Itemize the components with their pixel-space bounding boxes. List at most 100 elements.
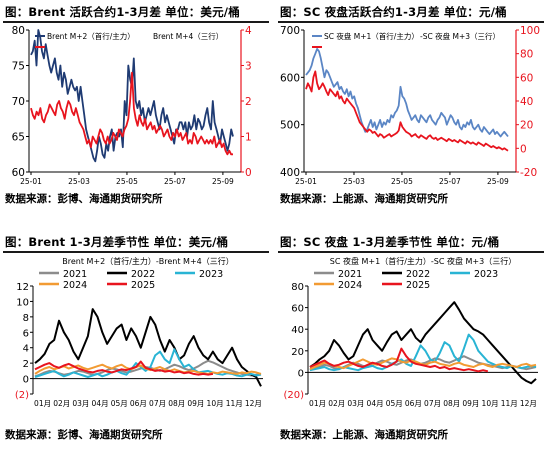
x-tick-label: 02月 — [53, 399, 70, 408]
x-tick-label: 12月 — [520, 399, 537, 408]
y-tick-label: 700 — [280, 25, 300, 37]
legend-label: Brent M+2（首行/主力） — [47, 31, 135, 41]
legend-label: 2024 — [63, 280, 87, 291]
x-tick-label: 06月 — [405, 399, 422, 408]
data-source: 数据来源：彭博、海通期货研究所 — [5, 429, 163, 441]
x-tick-label: 02月 — [328, 399, 345, 408]
y2-tick-label: 2 — [245, 96, 252, 108]
y2-tick-label: 60 — [520, 72, 533, 84]
series-line — [309, 301, 537, 385]
x-tick-label: 25-07 — [164, 177, 186, 186]
title-divider — [278, 251, 544, 253]
y-tick-label: 70 — [12, 96, 25, 108]
x-tick-label: 08月 — [443, 399, 460, 408]
x-tick-label: 05月 — [111, 399, 128, 408]
chart-title: 图：Brent 活跃合约1-3月差 单位：美元/桶 — [5, 5, 240, 19]
x-tick-label: 05月 — [386, 399, 403, 408]
chart-sc-spread: 400 500 600 700 -20 0 20 40 60 80 100 25-01 25-03 25-… — [280, 25, 540, 186]
chart-brent-seasonal: Brent M+2（首行/主力）-Brent M+4（三行）2021 2022 20… — [15, 256, 263, 408]
y2-tick-label: 80 — [520, 49, 533, 61]
x-tick-label: 01月 — [309, 399, 326, 408]
x-tick-label: 03月 — [347, 399, 364, 408]
title-divider — [3, 251, 269, 253]
y2-tick-label: 40 — [520, 96, 533, 108]
series-line — [34, 360, 214, 376]
y-tick-label: 4 — [23, 344, 29, 355]
y-tick-label: 80 — [12, 25, 25, 37]
x-tick-label: 25-03 — [68, 177, 90, 186]
series-line — [305, 48, 509, 138]
chart-brent-spread: 60 65 70 75 80 0 1 2 3 4 25-01 25-03 25-05 25-07 25-09… — [12, 25, 252, 186]
y-tick-label: 8 — [23, 313, 29, 324]
y2-tick-label: 1 — [245, 132, 252, 144]
legend-label: 2021 — [63, 269, 87, 280]
y-tick-label: 600 — [280, 72, 300, 84]
series-line — [309, 333, 537, 372]
x-tick-label: 11月 — [226, 399, 243, 408]
series-line — [30, 29, 234, 163]
y-tick-label: 0 — [23, 375, 29, 386]
series-line — [30, 71, 233, 156]
title-divider — [3, 21, 269, 23]
chart-title: 图：SC 夜盘活跃合约1-3月差 单位：元/桶 — [280, 5, 507, 19]
x-tick-label: 09月 — [187, 399, 204, 408]
y2-tick-label: 20 — [520, 120, 533, 132]
data-source: 数据来源：上能源、海通期货研究所 — [280, 193, 448, 205]
legend-label: Brent M+4（三行） — [153, 31, 223, 41]
x-tick-label: 12月 — [245, 399, 262, 408]
series-line — [34, 308, 262, 387]
x-tick-label: 09月 — [462, 399, 479, 408]
legend-label: 2022 — [131, 269, 155, 280]
x-tick-label: 10月 — [482, 399, 499, 408]
legend-label: 2023 — [474, 269, 498, 280]
x-tick-label: 04月 — [367, 399, 384, 408]
x-tick-label: 25-05 — [391, 177, 413, 186]
y-tick-label: (20) — [283, 390, 304, 401]
y2-tick-label: -20 — [520, 167, 537, 179]
y2-tick-label: 4 — [245, 25, 252, 37]
y-tick-label: 12 — [16, 282, 29, 293]
y-tick-label: 65 — [12, 132, 25, 144]
y-tick-label: 40 — [291, 325, 304, 336]
y2-tick-label: 100 — [520, 25, 540, 37]
legend-label: -SC 夜盘 M+3（三行） — [420, 31, 500, 41]
x-tick-label: 07月 — [149, 399, 166, 408]
x-tick-label: 08月 — [168, 399, 185, 408]
legend-label: 2023 — [199, 269, 223, 280]
panel-sc-seasonal: 图：SC 夜盘 1-3月差季节性 单位：元/桶 SC 夜盘 M+1（首行/主力）… — [278, 230, 548, 450]
chart-subtitle: Brent M+2（首行/主力）-Brent M+4（三行） — [62, 256, 234, 266]
x-tick-label: 06月 — [130, 399, 147, 408]
legend-label: SC 夜盘 M+1（首行/主力） — [324, 31, 419, 41]
panel-sc-spread: 图：SC 夜盘活跃合约1-3月差 单位：元/桶 400 500 600 700 -20 0… — [278, 0, 548, 220]
y2-tick-label: 0 — [245, 167, 252, 179]
x-tick-label: 25-09 — [487, 177, 509, 186]
chart-title: 图：SC 夜盘 1-3月差季节性 单位：元/桶 — [280, 235, 500, 249]
y-tick-label: 75 — [12, 61, 25, 73]
y-tick-label: 2 — [23, 359, 29, 370]
title-divider — [278, 21, 544, 23]
chart-subtitle: SC 夜盘 M+1（首行/主力）-SC 夜盘 M+3（三行） — [330, 256, 516, 266]
y-tick-label: (2) — [15, 390, 29, 401]
series-line — [309, 357, 537, 371]
legend-label: 2021 — [338, 269, 362, 280]
legend-label: 2022 — [406, 269, 430, 280]
data-source: 数据来源：彭博、海通期货研究所 — [5, 193, 163, 205]
x-tick-label: 03月 — [72, 399, 89, 408]
x-tick-label: 01月 — [34, 399, 51, 408]
y-tick-label: 20 — [291, 347, 304, 358]
x-tick-label: 25-07 — [439, 177, 461, 186]
x-tick-label: 25-05 — [116, 177, 138, 186]
x-tick-label: 25-01 — [20, 177, 42, 186]
data-source: 数据来源：上能源、海通期货研究所 — [280, 429, 448, 441]
y-tick-label: 500 — [280, 120, 300, 132]
x-tick-label: 25-03 — [343, 177, 365, 186]
y-tick-label: 6 — [23, 328, 29, 339]
y2-tick-label: 3 — [245, 61, 252, 73]
y-tick-label: 10 — [16, 297, 29, 308]
y-tick-label: 60 — [291, 304, 304, 315]
x-tick-label: 10月 — [207, 399, 224, 408]
x-tick-label: 25-09 — [212, 177, 234, 186]
x-tick-label: 07月 — [424, 399, 441, 408]
chart-title: 图：Brent 1-3月差季节性 单位：美元/桶 — [5, 235, 229, 249]
panel-brent-spread: 图：Brent 活跃合约1-3月差 单位：美元/桶 60 65 70 75 80 0 1 2 3… — [3, 0, 273, 220]
